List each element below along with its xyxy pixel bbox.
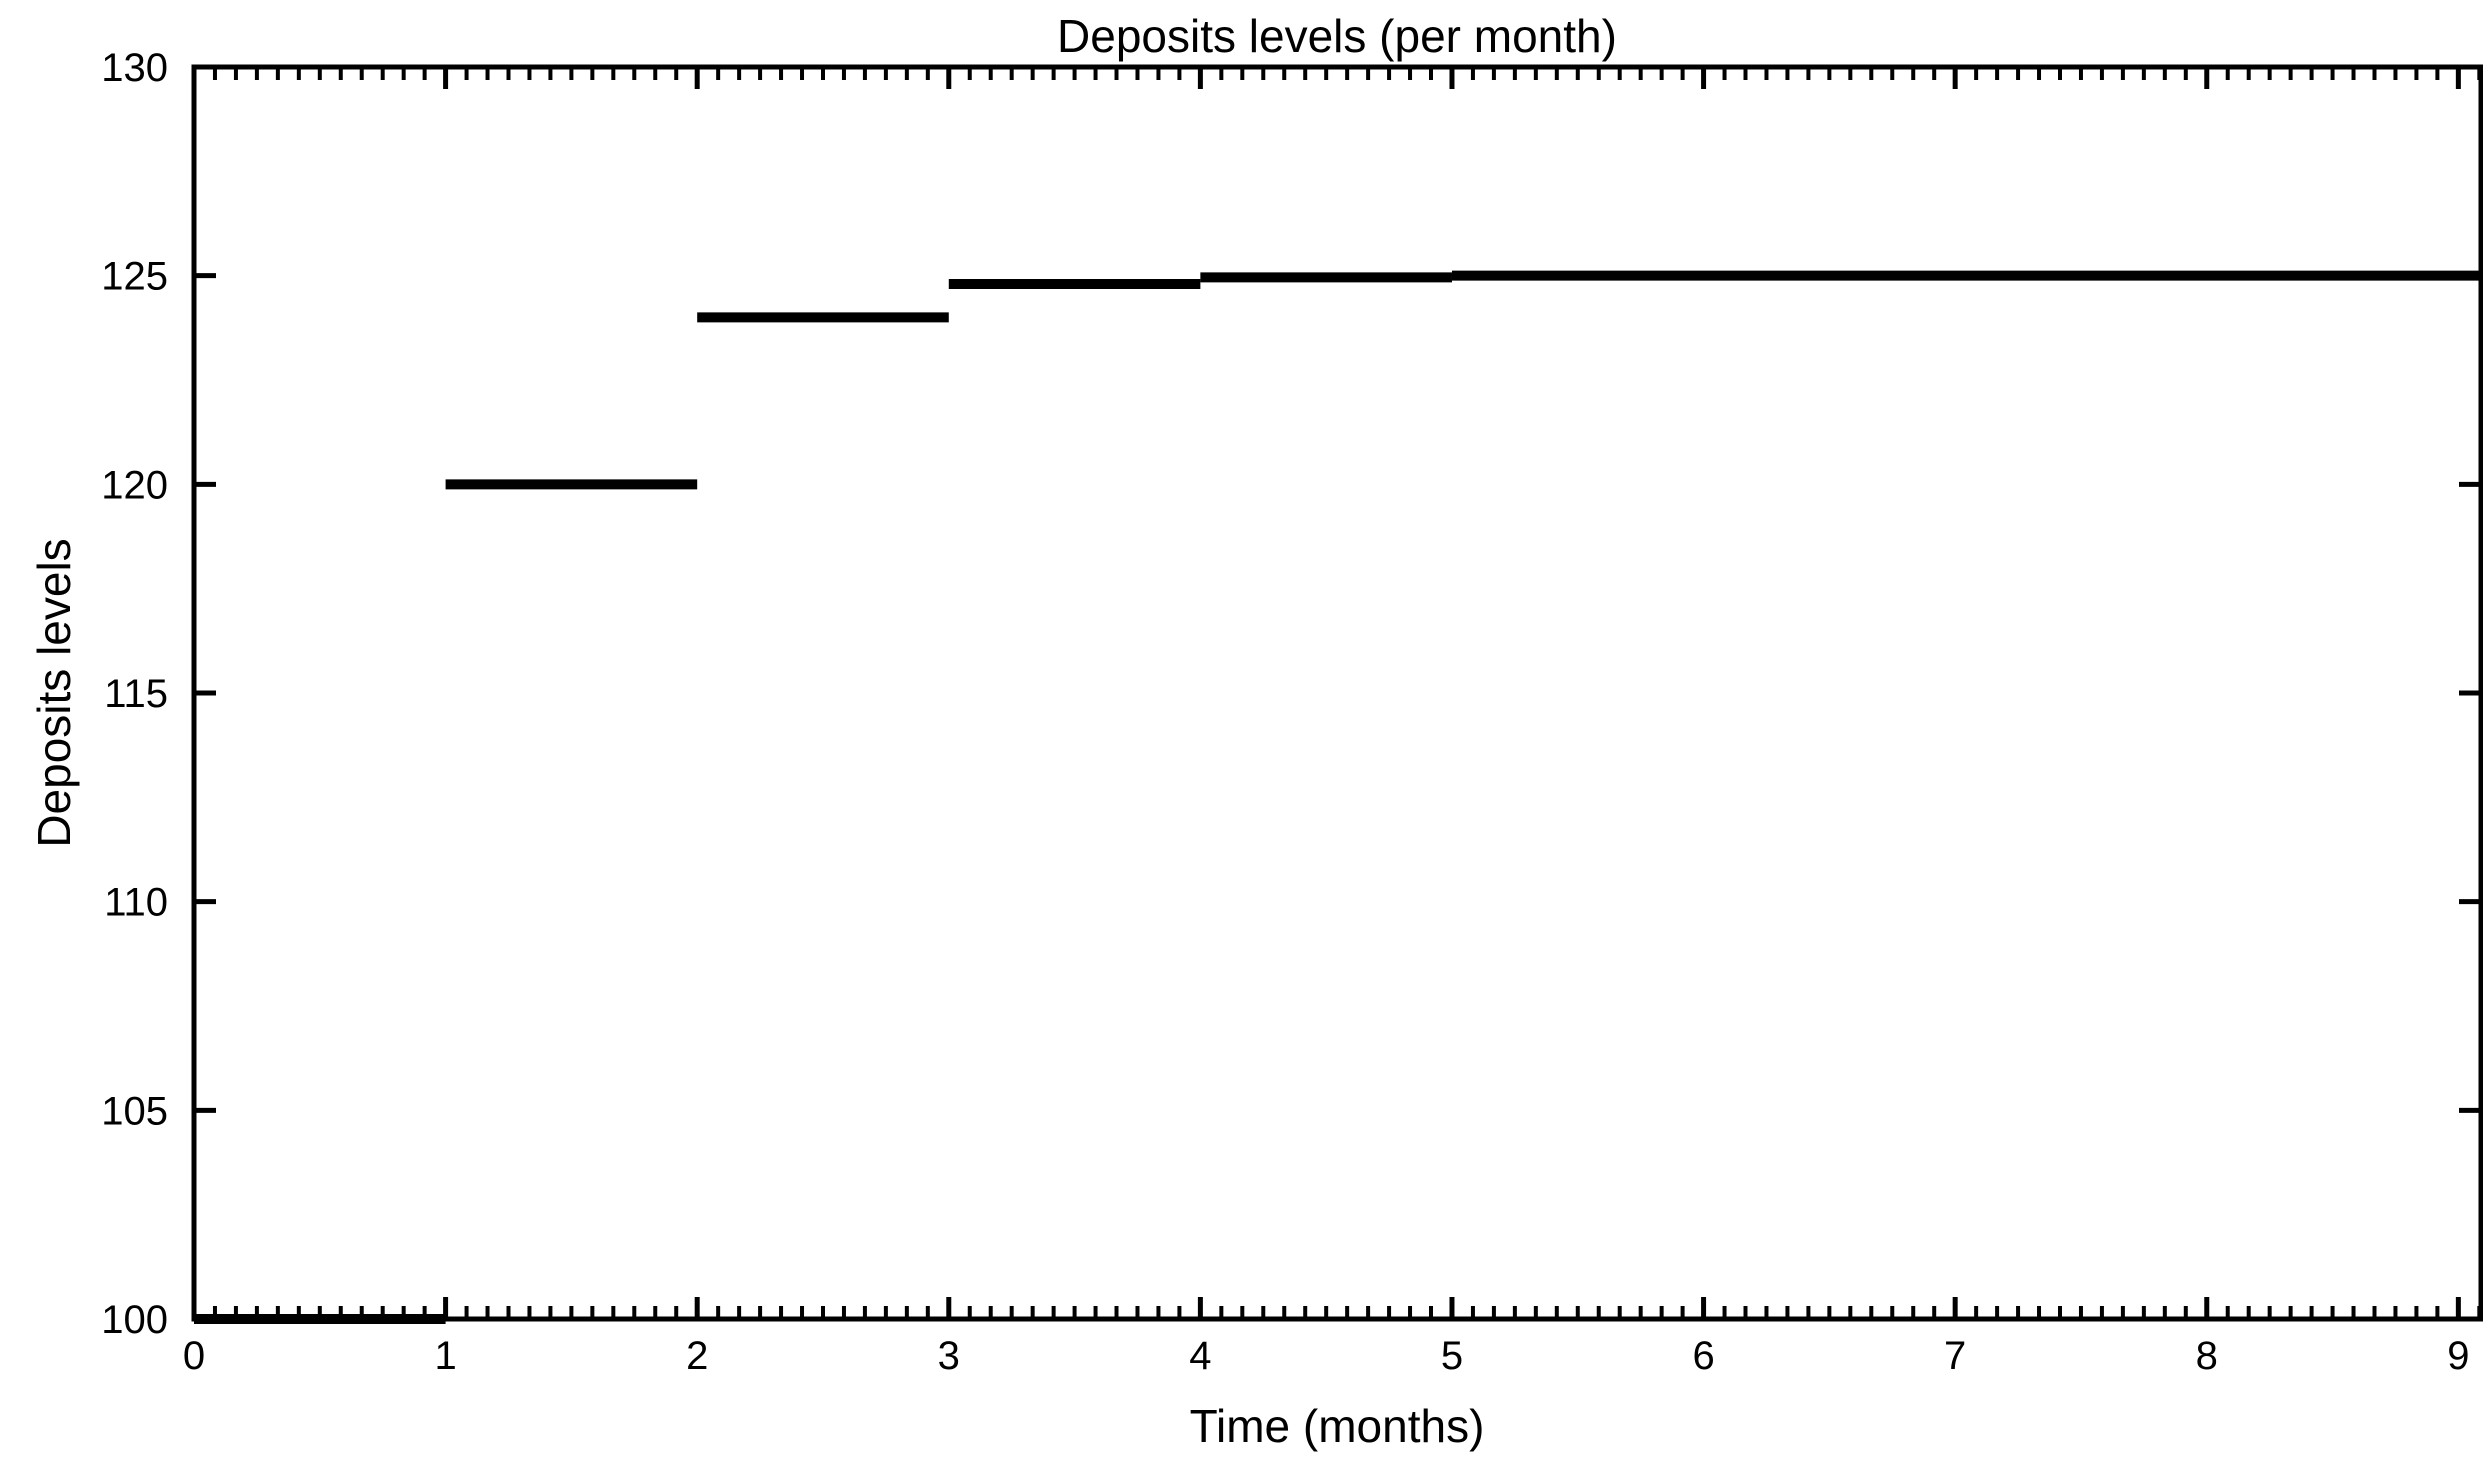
y-tick-label: 125 xyxy=(101,255,168,299)
axis-ticks xyxy=(191,64,2482,1322)
x-tick-label: 7 xyxy=(1944,1334,1966,1378)
x-tick-label: 1 xyxy=(434,1334,456,1378)
y-tick-label: 110 xyxy=(104,881,168,925)
step-series xyxy=(194,270,2481,1324)
x-tick-label: 5 xyxy=(1441,1334,1463,1378)
x-tick-label: 0 xyxy=(183,1334,205,1378)
x-tick-label: 3 xyxy=(938,1334,960,1378)
x-tick-label: 6 xyxy=(1692,1334,1714,1378)
y-tick-label: 130 xyxy=(101,46,168,90)
y-tick-label: 120 xyxy=(101,463,168,507)
y-tick-label: 105 xyxy=(101,1089,168,1133)
x-tick-label: 8 xyxy=(2196,1334,2218,1378)
plot-box xyxy=(191,64,2483,1322)
x-tick-label: 2 xyxy=(686,1334,708,1378)
chart-title: Deposits levels (per month) xyxy=(1057,10,1617,62)
axis-tick-labels: 0 1 2 3 4 5 6 7 8 9 100 105 110 115 120 125 130 xyxy=(101,46,2469,1378)
y-axis-label: Deposits levels xyxy=(28,538,80,847)
x-tick-label: 9 xyxy=(2447,1334,2469,1378)
x-axis-label: Time (months) xyxy=(1190,1400,1485,1452)
y-tick-label: 115 xyxy=(104,672,168,716)
y-tick-label: 100 xyxy=(101,1298,168,1342)
x-tick-label: 4 xyxy=(1189,1334,1211,1378)
